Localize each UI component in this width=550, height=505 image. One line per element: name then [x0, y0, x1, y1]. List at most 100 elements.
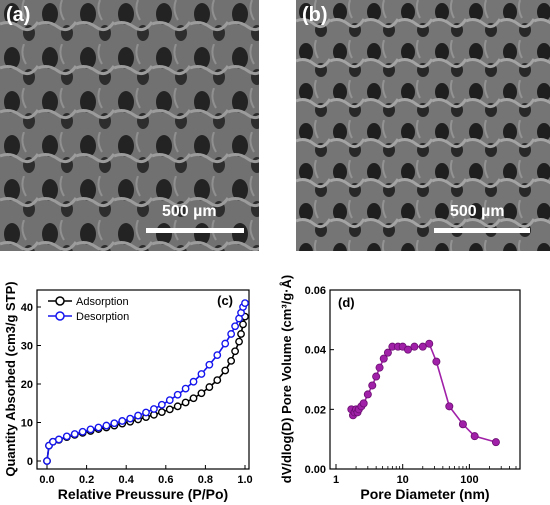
x-tick-label-c: 0.0 [39, 474, 54, 486]
data-point-pore-volume [368, 381, 377, 390]
legend-marker-adsorption [55, 296, 65, 306]
y-tick-label-d: 0.02 [305, 404, 326, 416]
sem-image-a: (a) 500 µm [0, 0, 259, 251]
data-point-adsorption [227, 356, 236, 365]
data-point-desorption [173, 390, 182, 399]
x-tick-label-d: 10 [397, 474, 409, 486]
y-tick-label-d: 0.04 [305, 345, 327, 357]
data-point-desorption [78, 427, 87, 436]
y-axis-title-d: dV/dlog(D) Pore Volume (cm³/g·Å) [279, 275, 294, 483]
y-tick-label-d: 0.00 [305, 464, 326, 476]
data-point-pore-volume [458, 420, 467, 429]
series-line-adsorption [46, 316, 246, 462]
data-point-desorption [86, 425, 95, 434]
panel-label-d: (d) [338, 295, 355, 310]
chart-c: 0.0 0.2 0.4 0.6 0.8 1.0 0 10 20 30 40 (c) Adsorpti… [3, 281, 253, 502]
sem-image-b: (b) 500 µm [296, 0, 550, 251]
panel-label-b: (b) [302, 4, 328, 26]
data-point-adsorption [205, 383, 214, 391]
legend-c: Adsorption Desorption [48, 296, 129, 323]
data-point-desorption [62, 432, 71, 441]
data-point-desorption [102, 421, 111, 430]
y-tick-label-c: 10 [21, 418, 33, 430]
legend-marker-desorption [55, 311, 65, 321]
data-point-desorption [142, 408, 150, 417]
data-point-desorption [70, 430, 79, 438]
x-tick-label-c: 0.2 [79, 474, 94, 486]
data-point-desorption [150, 405, 158, 413]
data-point-adsorption [237, 330, 245, 338]
x-tick-label-d: 1 [333, 474, 339, 486]
plot-frame-c [36, 289, 250, 470]
data-point-adsorption [157, 408, 166, 417]
data-point-desorption [197, 370, 206, 378]
data-point-adsorption [213, 376, 222, 385]
data-point-pore-volume [470, 432, 479, 441]
data-point-pore-volume [491, 438, 500, 447]
data-point-desorption [221, 339, 230, 348]
x-axis-title-d: Pore Diameter (nm) [360, 486, 489, 502]
sem-texture-a [0, 0, 259, 251]
y-axis-title-c: Quantity Absorbed (cm3/g STP) [3, 281, 18, 476]
panel-label-c: (c) [217, 293, 233, 308]
series-line-pore-volume [350, 342, 497, 443]
data-point-pore-volume [372, 372, 381, 381]
data-point-desorption [126, 414, 135, 423]
data-point-pore-volume [418, 342, 427, 351]
data-point-desorption [43, 457, 51, 465]
data-point-desorption [205, 360, 214, 369]
x-tick-label-c: 0.6 [158, 474, 173, 486]
data-point-pore-volume [363, 390, 372, 399]
x-tick-label-c: 1.0 [237, 474, 252, 486]
data-point-adsorption [173, 402, 182, 411]
panel-label-a: (a) [6, 4, 31, 26]
scale-bar-label-b: 500 µm [450, 203, 505, 220]
data-point-pore-volume [445, 402, 454, 411]
data-point-pore-volume [375, 363, 384, 372]
scale-bar-label-a: 500 µm [162, 203, 217, 220]
data-point-desorption [241, 299, 249, 308]
x-tick-label-c: 0.8 [198, 474, 213, 486]
scale-bar-b [434, 228, 530, 233]
data-point-desorption [227, 330, 236, 338]
data-point-adsorption [239, 320, 247, 329]
data-point-desorption [213, 351, 222, 360]
data-point-pore-volume [425, 339, 434, 348]
data-point-desorption [94, 423, 103, 432]
data-point-desorption [189, 377, 198, 386]
x-axis-title-c: Relative Preussure (P/Po) [58, 486, 228, 502]
data-point-desorption [181, 384, 190, 393]
legend-label-adsorption: Adsorption [76, 296, 129, 308]
data-point-pore-volume [359, 399, 368, 408]
data-point-adsorption [181, 398, 190, 407]
sem-texture-b [296, 0, 550, 251]
data-point-adsorption [165, 405, 174, 414]
data-point-pore-volume [383, 348, 392, 357]
x-tick-label-d: 100 [460, 474, 478, 486]
y-tick-label-c: 30 [21, 341, 33, 353]
y-tick-label-c: 20 [21, 379, 33, 391]
data-point-desorption [134, 411, 142, 420]
scale-bar-a [146, 228, 244, 233]
data-point-desorption [110, 419, 119, 428]
y-tick-label-c: 0 [27, 456, 33, 468]
data-point-desorption [157, 400, 166, 409]
data-point-desorption [231, 322, 240, 331]
data-point-pore-volume [410, 342, 419, 351]
data-point-adsorption [197, 389, 206, 398]
data-point-adsorption [231, 347, 240, 356]
data-point-pore-volume [379, 354, 388, 363]
y-tick-label-c: 40 [21, 302, 33, 314]
data-point-adsorption [221, 366, 230, 375]
chart-d: 1 10 100 0.00 0.02 0.04 0.06 (d) Pore Diameter… [279, 275, 521, 502]
data-point-pore-volume [432, 357, 441, 366]
data-point-adsorption [189, 394, 198, 403]
data-point-desorption [165, 396, 174, 405]
plot-frame-d [329, 289, 521, 470]
x-tick-label-c: 0.4 [119, 474, 135, 486]
data-point-desorption [118, 417, 127, 425]
y-tick-label-d: 0.06 [305, 285, 326, 297]
data-point-pore-volume [403, 345, 412, 354]
legend-label-desorption: Desorption [76, 311, 129, 323]
